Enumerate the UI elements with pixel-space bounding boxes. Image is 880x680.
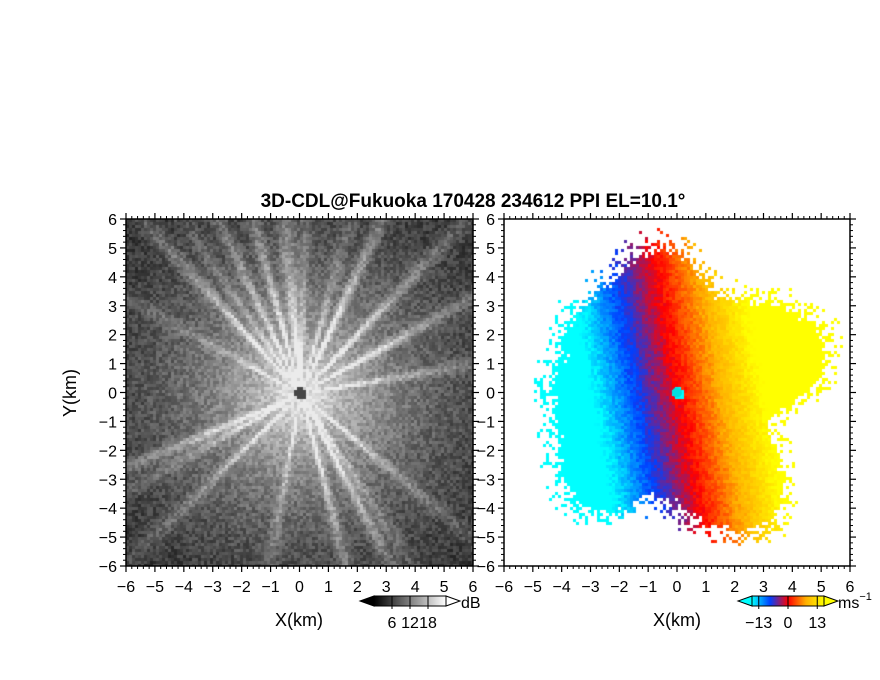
- left-ytick-label: 3: [108, 299, 117, 316]
- right-xtick-label: −6: [495, 579, 513, 596]
- left-ytick-label: 2: [108, 328, 117, 345]
- left-ytick-label: −1: [99, 414, 117, 431]
- left-ytick-label: 4: [108, 270, 117, 287]
- cbL-tick-label: 6: [388, 615, 397, 632]
- right-ytick-label: 5: [486, 241, 495, 258]
- cbL-tick-label: 12: [401, 615, 419, 632]
- left-xtick-label: 5: [440, 579, 449, 596]
- left-xtick-label: 4: [411, 579, 420, 596]
- right-xtick-label: −4: [553, 579, 571, 596]
- cbR-unit: ms−1: [838, 591, 872, 612]
- left-ytick-label: −4: [99, 501, 117, 518]
- x-axis-label-right: X(km): [653, 610, 701, 630]
- left-xtick-label: 6: [469, 579, 478, 596]
- right-ytick-label: −6: [477, 559, 495, 576]
- left-xtick-label: −1: [261, 579, 279, 596]
- reflectivity-colorbar: 6 12 18 dB: [358, 595, 481, 632]
- left-xtick-label: −4: [175, 579, 193, 596]
- left-xtick-label: 2: [353, 579, 362, 596]
- left-xtick-label: −2: [233, 579, 251, 596]
- right-xtick-label: −3: [581, 579, 599, 596]
- right-ytick-label: 1: [486, 357, 495, 374]
- x-axis-label-left: X(km): [275, 610, 323, 630]
- cbR-tick-label: 0: [784, 615, 793, 632]
- right-xtick-label: 1: [701, 579, 710, 596]
- left-xtick-label: −3: [204, 579, 222, 596]
- right-ytick-label: −4: [477, 501, 495, 518]
- cbL-high-arrow: [445, 595, 462, 607]
- left-ytick-label: 5: [108, 241, 117, 258]
- velocity-colorbar: −13 0 13 ms−1: [736, 591, 872, 632]
- right-ytick-label: −1: [477, 414, 495, 431]
- left-ytick-label: 1: [108, 357, 117, 374]
- right-xtick-label: 5: [817, 579, 826, 596]
- right-xtick-label: 4: [788, 579, 797, 596]
- y-axis-label: Y(km): [60, 369, 80, 417]
- left-xtick-label: −5: [146, 579, 164, 596]
- right-ytick-label: −3: [477, 472, 495, 489]
- right-ytick-label: −5: [477, 530, 495, 547]
- reflectivity-image: [126, 219, 473, 566]
- left-xtick-label: 3: [382, 579, 391, 596]
- left-xtick-label: −6: [117, 579, 135, 596]
- right-xtick-label: 0: [673, 579, 682, 596]
- right-xtick-label: −5: [524, 579, 542, 596]
- right-ytick-label: 4: [486, 270, 495, 287]
- cbL-unit: dB: [461, 595, 481, 612]
- left-ytick-label: −3: [99, 472, 117, 489]
- left-ytick-label: 0: [108, 386, 117, 403]
- left-ytick-label: −5: [99, 530, 117, 547]
- cbL-tick-label: 18: [419, 615, 437, 632]
- cbR-tick-label: −13: [745, 615, 772, 632]
- left-ytick-label: 6: [108, 212, 117, 229]
- right-ytick-label: 2: [486, 328, 495, 345]
- cbL-low-arrow: [358, 595, 375, 607]
- cbR-high-arrow: [823, 595, 840, 607]
- right-xtick-label: 2: [730, 579, 739, 596]
- cbR-tick-label: 13: [808, 615, 826, 632]
- right-ytick-label: 6: [486, 212, 495, 229]
- right-xtick-label: 3: [759, 579, 768, 596]
- velocity-image: [504, 219, 850, 566]
- velocity-panel: −6−6 −5 −5 −4 −4 −3 −3 −2 −2 −1 −1 0 0 1 1 2 2 3 3 4 4 5 5 6 6 X…: [477, 212, 856, 630]
- right-xtick-label: 6: [846, 579, 855, 596]
- cbR-unit-exponent: −1: [859, 591, 872, 603]
- right-xtick-label: −1: [639, 579, 657, 596]
- right-xtick-label: −2: [610, 579, 628, 596]
- right-ytick-label: 0: [486, 386, 495, 403]
- right-ytick-label: −2: [477, 443, 495, 460]
- chart-title: 3D-CDL@Fukuoka 170428 234612 PPI EL=10.1…: [261, 191, 686, 212]
- left-ytick-label: −6: [99, 559, 117, 576]
- left-ytick-label: −2: [99, 443, 117, 460]
- cbR-low-arrow: [736, 595, 753, 607]
- right-ytick-label: 3: [486, 299, 495, 316]
- left-xtick-label: 0: [295, 579, 304, 596]
- left-xtick-label: 1: [324, 579, 333, 596]
